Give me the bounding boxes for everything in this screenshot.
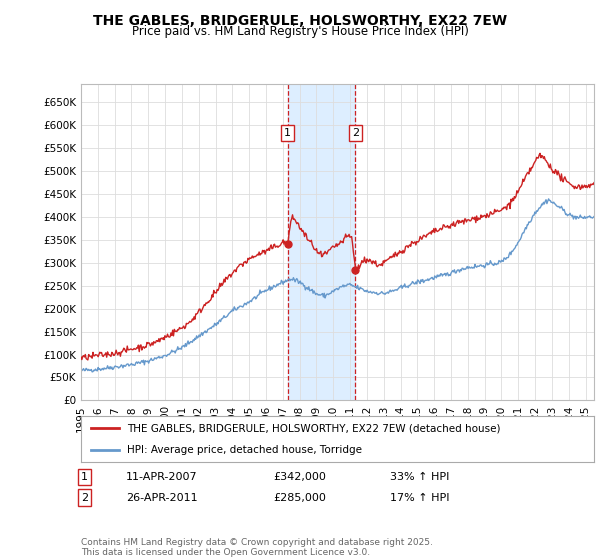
Text: 11-APR-2007: 11-APR-2007 [126, 472, 197, 482]
Text: 1: 1 [81, 472, 88, 482]
Text: THE GABLES, BRIDGERULE, HOLSWORTHY, EX22 7EW (detached house): THE GABLES, BRIDGERULE, HOLSWORTHY, EX22… [127, 423, 500, 433]
Text: 2: 2 [352, 128, 359, 138]
Text: 2: 2 [81, 493, 88, 503]
Text: 33% ↑ HPI: 33% ↑ HPI [390, 472, 449, 482]
Text: 26-APR-2011: 26-APR-2011 [126, 493, 197, 503]
Text: Price paid vs. HM Land Registry's House Price Index (HPI): Price paid vs. HM Land Registry's House … [131, 25, 469, 38]
Text: HPI: Average price, detached house, Torridge: HPI: Average price, detached house, Torr… [127, 445, 362, 455]
Bar [287, 84, 355, 400]
Text: 17% ↑ HPI: 17% ↑ HPI [390, 493, 449, 503]
Text: THE GABLES, BRIDGERULE, HOLSWORTHY, EX22 7EW: THE GABLES, BRIDGERULE, HOLSWORTHY, EX22… [93, 14, 507, 28]
Text: 1: 1 [284, 128, 291, 138]
Text: Contains HM Land Registry data © Crown copyright and database right 2025.
This d: Contains HM Land Registry data © Crown c… [81, 538, 433, 557]
Text: £285,000: £285,000 [273, 493, 326, 503]
Text: £342,000: £342,000 [273, 472, 326, 482]
